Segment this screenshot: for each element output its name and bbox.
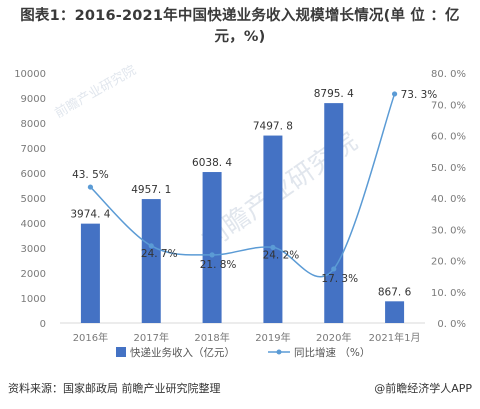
left-axis-ticks: 0 1000 2000 3000 4000 5000 6000 7000 8000 9000 100… bbox=[14, 69, 46, 330]
x-tick-label: 2017年 bbox=[134, 331, 169, 344]
line-data-labels: 43. 5% 24. 7% 21. 8% 24. 2% 17. 3% 73. 3% bbox=[72, 89, 437, 285]
legend-line-marker bbox=[276, 349, 282, 355]
right-tick-label: 30. 0% bbox=[431, 225, 466, 236]
x-axis-ticks: 2016年 2017年 2018年 2019年 2020年 2021年1月 bbox=[73, 331, 421, 344]
bar-value-label: 8795. 4 bbox=[314, 88, 354, 100]
left-tick-label: 4000 bbox=[21, 219, 46, 230]
right-tick-label: 20. 0% bbox=[431, 257, 466, 268]
line-series bbox=[87, 91, 398, 278]
right-tick-label: 40. 0% bbox=[431, 194, 466, 205]
x-tick-label: 2016年 bbox=[73, 331, 108, 344]
legend: 快递业务收入（亿元） 同比增速 （%） bbox=[116, 346, 370, 359]
line-point bbox=[148, 243, 154, 249]
bar-series bbox=[80, 103, 405, 324]
line-value-label: 17. 3% bbox=[321, 273, 358, 285]
x-tick-label: 2021年1月 bbox=[369, 331, 421, 344]
left-tick-label: 7000 bbox=[21, 144, 46, 155]
left-tick-label: 5000 bbox=[21, 194, 46, 205]
legend-bar-swatch bbox=[116, 347, 126, 357]
bar-value-label: 4957. 1 bbox=[131, 184, 171, 196]
left-tick-label: 2000 bbox=[21, 269, 46, 280]
bar-value-label: 6038. 4 bbox=[192, 157, 232, 169]
chart-title: 图表1：2016-2021年中国快递业务收入规模增长情况(单 位 ：亿元，%) bbox=[20, 8, 460, 45]
line-point bbox=[331, 266, 337, 272]
left-tick-label: 1000 bbox=[21, 294, 46, 305]
line-value-label: 21. 8% bbox=[200, 259, 237, 271]
bar-value-label: 7497. 8 bbox=[253, 121, 293, 133]
right-tick-label: 80. 0% bbox=[431, 69, 466, 80]
bar bbox=[324, 103, 344, 324]
line-value-label: 24. 2% bbox=[263, 249, 300, 261]
right-tick-label: 60. 0% bbox=[431, 132, 466, 143]
x-tick-label: 2020年 bbox=[316, 331, 351, 344]
right-tick-label: 50. 0% bbox=[431, 163, 466, 174]
bar bbox=[202, 172, 222, 323]
legend-bar-label: 快递业务收入（亿元） bbox=[130, 346, 235, 359]
bar-value-label: 3974. 4 bbox=[70, 209, 110, 221]
bar bbox=[80, 223, 100, 323]
line-value-label: 73. 3% bbox=[401, 89, 438, 101]
watermark-text: 前瞻产业研究院 bbox=[52, 62, 139, 121]
right-axis-ticks: 0. 0% 10. 0% 20. 0% 30. 0% 40. 0% 50. 0% 60. 0… bbox=[431, 69, 466, 330]
x-tick-label: 2019年 bbox=[255, 331, 290, 344]
line-value-label: 24. 7% bbox=[141, 248, 178, 260]
line-point bbox=[209, 252, 215, 258]
legend-line-label: 同比增速 （%） bbox=[294, 346, 370, 359]
right-tick-label: 0. 0% bbox=[437, 319, 466, 330]
brand-credit: @前瞻经济学人APP bbox=[374, 382, 472, 395]
bar bbox=[263, 135, 283, 323]
growth-line bbox=[89, 93, 396, 278]
right-tick-label: 70. 0% bbox=[431, 100, 466, 111]
line-point bbox=[391, 91, 398, 97]
left-tick-label: 10000 bbox=[14, 69, 46, 80]
line-point bbox=[87, 184, 94, 190]
right-tick-label: 10. 0% bbox=[431, 288, 466, 299]
left-tick-label: 9000 bbox=[21, 94, 46, 105]
bar-data-labels: 3974. 4 4957. 1 6038. 4 7497. 8 8795. 4 867. … bbox=[70, 88, 411, 298]
x-tick-label: 2018年 bbox=[194, 331, 229, 344]
bar bbox=[141, 199, 161, 323]
line-point bbox=[270, 244, 276, 250]
left-tick-label: 6000 bbox=[21, 169, 46, 180]
left-tick-label: 0 bbox=[40, 319, 46, 330]
bar-value-label: 867. 6 bbox=[378, 286, 412, 298]
bar bbox=[385, 301, 405, 323]
left-tick-label: 3000 bbox=[21, 244, 46, 255]
left-tick-label: 8000 bbox=[21, 119, 46, 130]
line-value-label: 43. 5% bbox=[72, 169, 109, 181]
source-note: 资料来源：国家邮政局 前瞻产业研究院整理 bbox=[8, 382, 221, 395]
